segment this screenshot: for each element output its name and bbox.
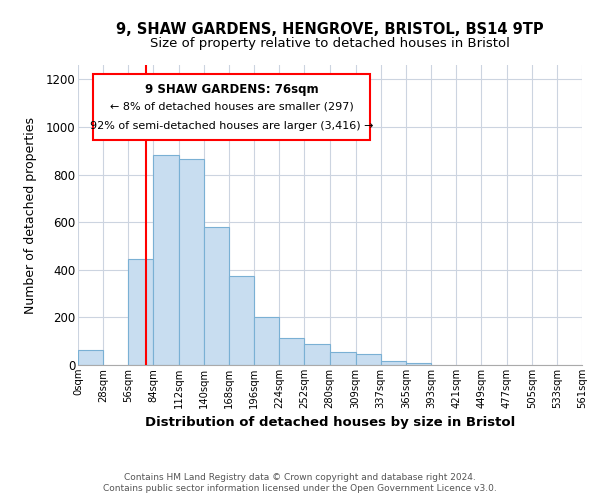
Text: 92% of semi-detached houses are larger (3,416) →: 92% of semi-detached houses are larger (… bbox=[90, 120, 373, 130]
Bar bbox=[229, 276, 254, 365]
X-axis label: Distribution of detached houses by size in Bristol: Distribution of detached houses by size … bbox=[145, 416, 515, 430]
Text: Contains HM Land Registry data © Crown copyright and database right 2024.: Contains HM Land Registry data © Crown c… bbox=[124, 472, 476, 482]
Bar bbox=[128, 259, 154, 365]
Text: 9 SHAW GARDENS: 76sqm: 9 SHAW GARDENS: 76sqm bbox=[145, 83, 319, 96]
Bar bbox=[154, 156, 179, 365]
Y-axis label: Number of detached properties: Number of detached properties bbox=[24, 116, 37, 314]
Text: 9, SHAW GARDENS, HENGROVE, BRISTOL, BS14 9TP: 9, SHAW GARDENS, HENGROVE, BRISTOL, BS14… bbox=[116, 22, 544, 38]
Text: Size of property relative to detached houses in Bristol: Size of property relative to detached ho… bbox=[150, 38, 510, 51]
Text: Contains public sector information licensed under the Open Government Licence v3: Contains public sector information licen… bbox=[103, 484, 497, 493]
Bar bbox=[179, 159, 204, 365]
Bar bbox=[381, 362, 406, 365]
Text: ← 8% of detached houses are smaller (297): ← 8% of detached houses are smaller (297… bbox=[110, 102, 353, 112]
Bar bbox=[329, 352, 356, 365]
Bar bbox=[254, 318, 279, 365]
Bar bbox=[356, 354, 381, 365]
Bar bbox=[406, 362, 431, 365]
Bar bbox=[279, 338, 304, 365]
FancyBboxPatch shape bbox=[93, 74, 370, 140]
Bar bbox=[304, 344, 329, 365]
Bar bbox=[78, 350, 103, 365]
Bar bbox=[204, 227, 229, 365]
